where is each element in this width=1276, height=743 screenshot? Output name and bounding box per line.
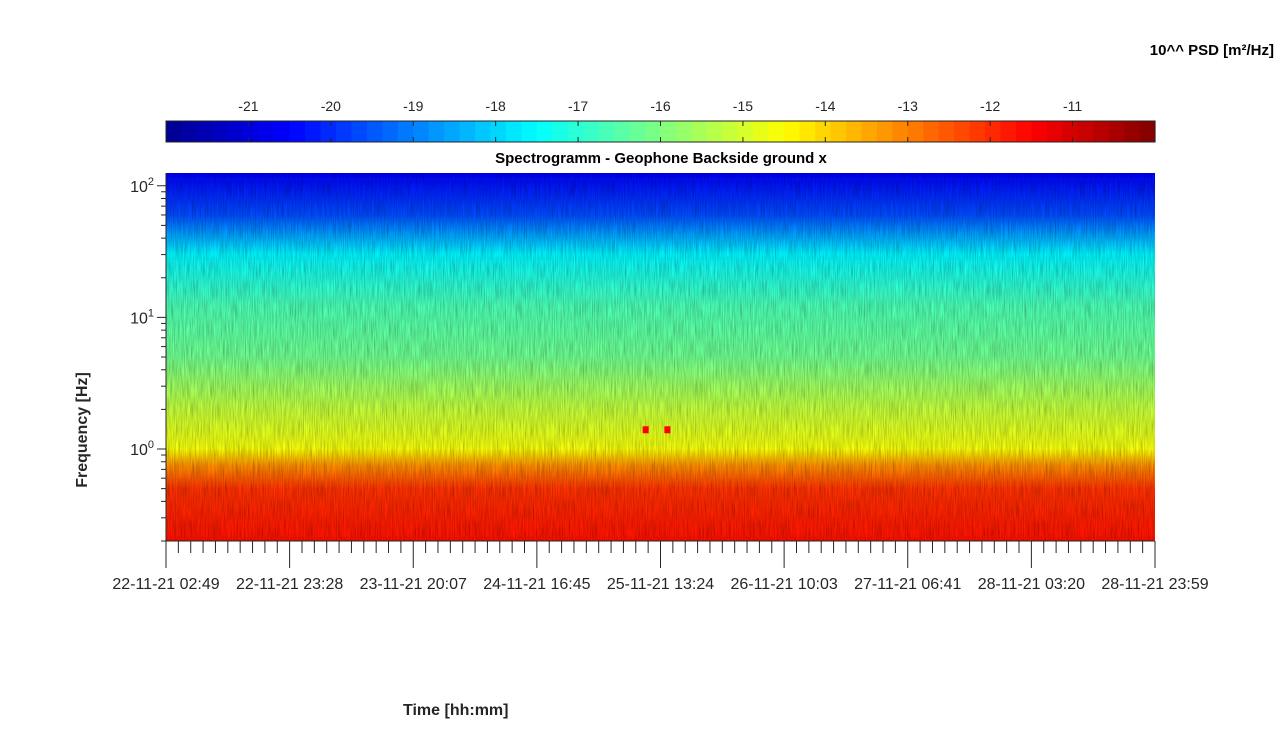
colorbar-band [876, 121, 893, 142]
colorbar-tick-label: -17 [568, 98, 588, 114]
colorbar-band [861, 121, 878, 142]
colorbar-band [583, 121, 600, 142]
colorbar-band [366, 121, 383, 142]
colorbar-band [274, 121, 291, 142]
colorbar-band [227, 121, 244, 142]
colorbar-band [305, 121, 322, 142]
colorbar-band [258, 121, 275, 142]
colorbar-tick-label: -20 [321, 98, 341, 114]
colorbar-band [1108, 121, 1125, 142]
spectrogram-feature [642, 426, 649, 434]
colorbar-band [645, 121, 662, 142]
colorbar-band [382, 121, 399, 142]
colorbar-band [351, 121, 368, 142]
x-tick-label: 25-11-21 13:24 [607, 576, 714, 593]
colorbar-tick-label: -13 [898, 98, 918, 114]
colorbar-band [212, 121, 229, 142]
colorbar-tick-label: -14 [815, 98, 835, 114]
x-axis: 22-11-21 02:49 22-11-21 23:28 23-11-21 20:… [112, 540, 1209, 593]
colorbar-tick-label: -11 [1063, 98, 1082, 114]
colorbar-band [196, 121, 213, 142]
colorbar-band [737, 121, 754, 142]
colorbar-band [521, 121, 538, 142]
y-tick-label: 101 [130, 307, 154, 327]
colorbar-band [567, 121, 584, 142]
colorbar-band [614, 121, 631, 142]
colorbar-band [1139, 121, 1156, 142]
colorbar-band [845, 121, 862, 142]
x-tick-label: 26-11-21 10:03 [730, 576, 837, 593]
colorbar-band [768, 121, 785, 142]
colorbar: -21 -20 -19 -18 -17 -16 -15 -14 -13 -12 -11 [165, 98, 1156, 143]
colorbar-band [1093, 121, 1110, 142]
x-axis-label: Time [hh:mm] [403, 702, 509, 719]
colorbar-band [660, 121, 677, 142]
colorbar-tick-label: -19 [403, 98, 423, 114]
colorbar-band [907, 121, 924, 142]
x-tick-label: 22-11-21 02:49 [112, 576, 219, 593]
colorbar-band [444, 121, 461, 142]
colorbar-tick-label: -15 [733, 98, 753, 114]
colorbar-band [691, 121, 708, 142]
x-tick-label: 27-11-21 06:41 [854, 576, 961, 593]
colorbar-band [923, 121, 940, 142]
colorbar-band [815, 121, 832, 142]
colorbar-band [629, 121, 646, 142]
colorbar-band [166, 121, 183, 142]
colorbar-band [243, 121, 260, 142]
colorbar-band [552, 121, 569, 142]
colorbar-band [799, 121, 816, 142]
colorbar-band [675, 121, 693, 142]
colorbar-band [1062, 121, 1079, 142]
colorbar-band [413, 121, 430, 142]
colorbar-band [1015, 121, 1032, 142]
spectrogram-field [166, 173, 1155, 541]
x-tick-label: 28-11-21 23:59 [1101, 576, 1208, 593]
y-tick-label: 100 [130, 439, 154, 459]
y-tick-label: 102 [130, 176, 154, 196]
colorbar-tick-label: -16 [650, 98, 670, 114]
colorbar-band [1000, 121, 1017, 142]
colorbar-band [475, 121, 492, 142]
colorbar-tick-label: -18 [486, 98, 506, 114]
x-tick-label: 23-11-21 20:07 [360, 576, 467, 593]
colorbar-band [320, 121, 337, 142]
colorbar-band [1031, 121, 1048, 142]
colorbar-tick-label: -12 [980, 98, 1000, 114]
colorbar-band [753, 121, 770, 142]
colorbar-band [459, 121, 476, 142]
colorbar-band [289, 121, 306, 142]
colorbar-band [181, 121, 198, 142]
colorbar-band [969, 121, 986, 142]
colorbar-band [985, 121, 1002, 142]
x-tick-label: 28-11-21 03:20 [978, 576, 1085, 593]
colorbar-band [1046, 121, 1063, 142]
colorbar-tick-label: -21 [238, 98, 258, 114]
colorbar-band [490, 121, 507, 142]
colorbar-band [598, 121, 615, 142]
x-tick-label: 24-11-21 16:45 [483, 576, 590, 593]
colorbar-band [892, 121, 909, 142]
colorbar-band [784, 121, 801, 142]
colorbar-band [397, 121, 414, 142]
colorbar-band [335, 121, 353, 142]
spectrogram-heatmap [166, 173, 1155, 541]
y-axis: 100 101 102 [130, 173, 167, 542]
colorbar-label: 10^^ PSD [m²/Hz] [1149, 42, 1274, 59]
colorbar-band [428, 121, 445, 142]
chart-title: Spectrogramm - Geophone Backside ground … [495, 150, 827, 167]
colorbar-band [722, 121, 739, 142]
x-tick-label: 22-11-21 23:28 [236, 576, 343, 593]
colorbar-band [536, 121, 553, 142]
colorbar-band [706, 121, 723, 142]
colorbar-band [830, 121, 847, 142]
colorbar-band [1124, 121, 1141, 142]
spectrogram-feature [664, 426, 671, 434]
colorbar-band [938, 121, 955, 142]
colorbar-band [954, 121, 971, 142]
colorbar-band [1077, 121, 1094, 142]
colorbar-band [505, 121, 523, 142]
